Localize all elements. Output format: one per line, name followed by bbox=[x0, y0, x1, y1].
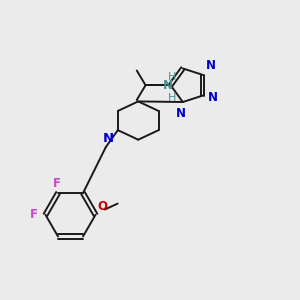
Text: O: O bbox=[97, 200, 107, 213]
Text: H: H bbox=[168, 93, 176, 103]
Text: N: N bbox=[103, 132, 114, 145]
Text: H: H bbox=[168, 72, 176, 82]
Text: N: N bbox=[206, 59, 216, 72]
Text: F: F bbox=[52, 177, 61, 190]
Text: N: N bbox=[176, 107, 185, 120]
Text: N: N bbox=[208, 91, 218, 103]
Text: F: F bbox=[30, 208, 38, 221]
Text: N: N bbox=[163, 79, 173, 92]
